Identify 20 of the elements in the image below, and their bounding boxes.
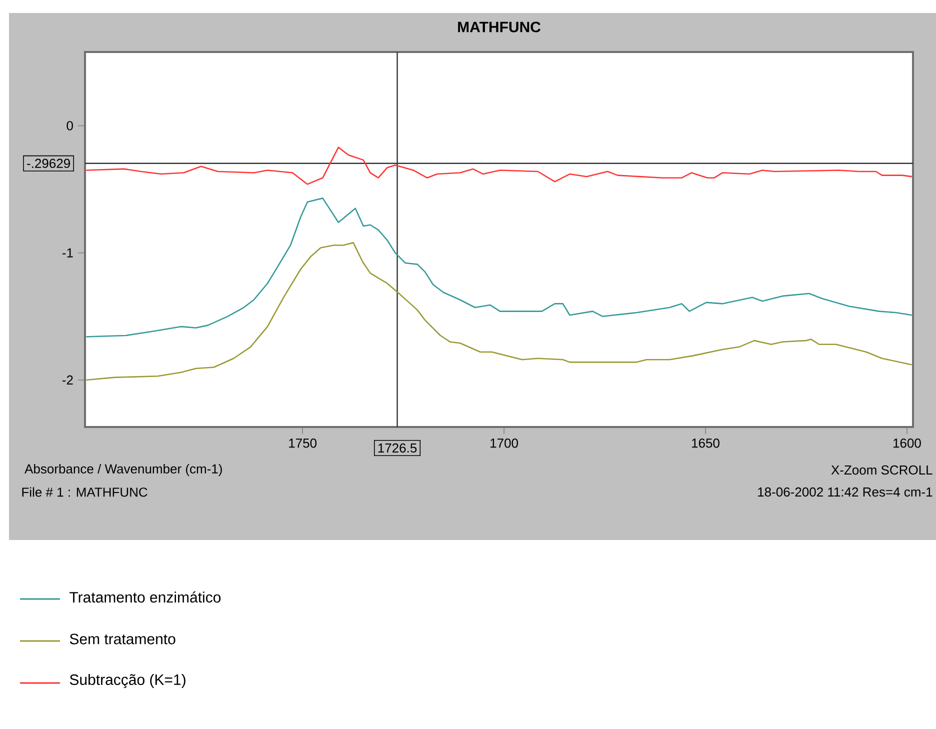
- text: X-Zoom SCROLL: [831, 465, 932, 475]
- x-tick-label: 1700: [490, 438, 518, 448]
- line-series: [86, 242, 912, 381]
- y-tick-label: 0: [66, 121, 73, 130]
- chart-title: MATHFUNC: [458, 22, 541, 32]
- ref-line-label: 1726.5: [378, 443, 417, 453]
- x-axis-title: Absorbance / Wavenumber (cm-1): [24, 464, 222, 476]
- legend-label: Subtracção (K=1): [70, 674, 186, 688]
- legend-label: Sem tratamento: [70, 634, 176, 644]
- legend-label: Tratamento enzimático: [70, 591, 221, 603]
- text: 18-06-2002 11:42 Res=4 cm-1: [758, 487, 932, 497]
- y-tick-label: -2: [62, 375, 73, 385]
- x-tick-label: 1750: [289, 438, 317, 448]
- line-series: [86, 146, 912, 185]
- text: File # 1 : MATHFUNC: [22, 487, 148, 497]
- x-tick-label: 1600: [893, 438, 921, 448]
- ref-line-label: -.29629: [27, 158, 70, 168]
- line-series: [86, 198, 912, 338]
- y-tick-label: -1: [62, 248, 73, 258]
- x-tick-label: 1650: [692, 438, 720, 448]
